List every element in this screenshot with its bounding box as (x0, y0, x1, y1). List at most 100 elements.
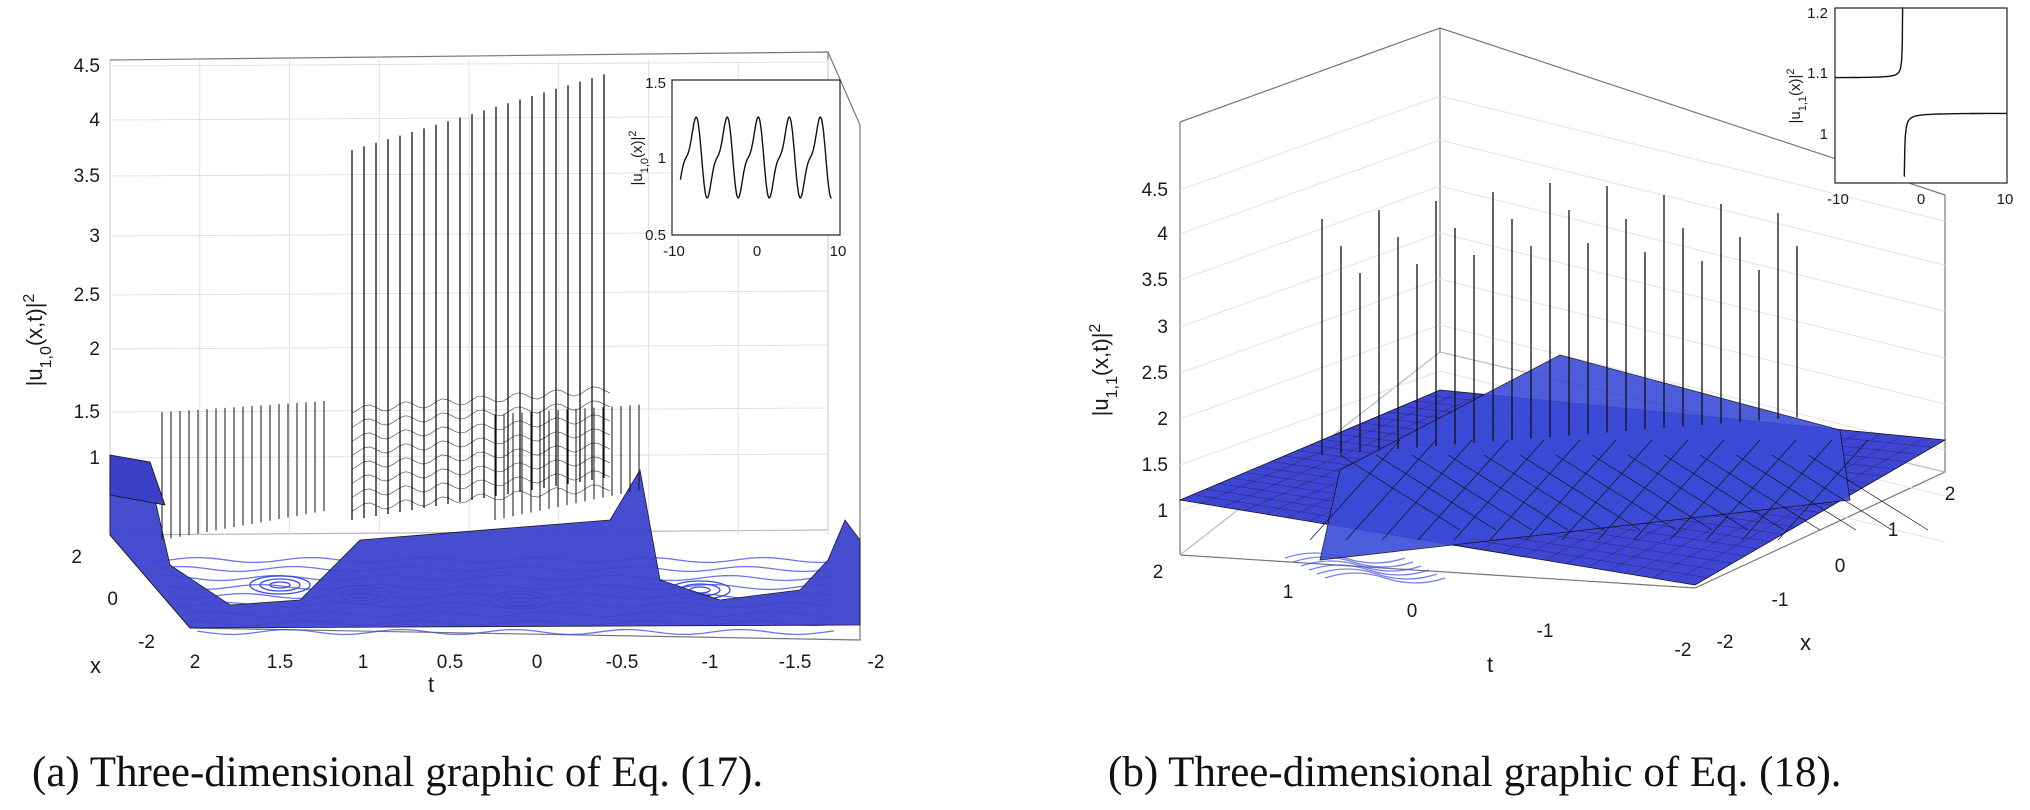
a-z-tick-2.5: 2.5 (74, 285, 100, 306)
b-x-tick-0: 0 (1835, 556, 1846, 577)
b-z-tick-3.5: 3.5 (1142, 270, 1168, 291)
a-z-tick-1: 1 (89, 448, 100, 469)
panel-b-contour-projection (1284, 552, 1446, 584)
b-mesh-line (1673, 437, 1925, 582)
b-z-tick-3: 3 (1157, 317, 1168, 338)
a-mesh-curve (351, 442, 611, 471)
a-z-tick-4: 4 (89, 110, 100, 131)
b-x-tick-neg1: -1 (1772, 590, 1789, 611)
b-inset-curve (1835, 7, 2008, 177)
a-inset-x-tick-neg10: -10 (663, 243, 685, 260)
b-contour-line (1316, 568, 1438, 580)
b-diamond-mesh (1735, 454, 1857, 531)
a-contour-ellipse (269, 581, 291, 589)
b-diamond-mesh (1525, 439, 1617, 541)
b-inset-y-tick-1.1: 1.1 (1807, 65, 1828, 82)
b-inset-line-left (1835, 7, 1904, 79)
panel-b-gridlines (1179, 95, 1946, 543)
b-inset-y-tick-1: 1 (1820, 126, 1828, 143)
b-z-tick-4.5: 4.5 (1142, 180, 1168, 201)
b-inset-x-tick-0: 0 (1917, 191, 1925, 208)
b-t-tick-1: 1 (1283, 582, 1294, 603)
a-mesh-curve (351, 484, 611, 513)
b-diamond-mesh (1453, 439, 1545, 541)
b-diamond-mesh (1483, 454, 1605, 531)
b-t-tick-2: 2 (1153, 562, 1164, 583)
a-mesh-curve (351, 456, 611, 485)
b-contour-line (1292, 556, 1414, 568)
b-diamond-mesh (1771, 454, 1893, 531)
b-z-tick-2: 2 (1157, 409, 1168, 430)
panel-a: 1 1.5 2 2.5 3 3.5 4 4.5 |u1,0(x,t)|2 2 0… (21, 51, 885, 697)
a-inset-line (679, 116, 832, 199)
b-diamond-mesh (1699, 454, 1821, 531)
b-grid-line (1439, 95, 1946, 222)
a-z-axis-label: |u1,0(x,t)|2 (21, 294, 55, 387)
b-diamond-mesh (1633, 439, 1725, 541)
b-z-tick-1.5: 1.5 (1142, 455, 1168, 476)
a-mesh-curve (351, 414, 611, 443)
b-diamond-mesh (1417, 439, 1509, 541)
b-diamond-mesh (1669, 439, 1761, 541)
a-inset-y-tick-1: 1 (658, 150, 666, 167)
a-inset: 1.5 1 0.5 -10 0 10 |u1,0(x)|2 (627, 75, 846, 260)
a-mesh-curve (351, 400, 611, 429)
b-inset: 1.2 1.1 1 -10 0 10 |u1,1(x)|2 (1785, 5, 2013, 208)
b-diamond-mesh (1411, 454, 1533, 531)
b-grid-line (1439, 185, 1946, 312)
b-contour-line (1300, 560, 1422, 572)
b-inset-y-tick-1.2: 1.2 (1807, 5, 1828, 22)
a-t-tick-neg2: -2 (868, 652, 885, 673)
a-z-tick-4.5: 4.5 (74, 56, 100, 77)
b-z-tick-1: 1 (1157, 501, 1168, 522)
b-x-axis-label: x (1800, 630, 1811, 655)
b-inset-frame (1834, 7, 2008, 184)
b-t-tick-neg1: -1 (1537, 621, 1554, 642)
b-diamond-mesh (1807, 454, 1929, 531)
a-x-tick-2: 2 (71, 547, 82, 568)
b-diamond-mesh (1741, 439, 1833, 541)
b-grid-line (1179, 139, 1441, 235)
a-x-tick-neg2: -2 (138, 632, 155, 653)
b-grid-line (1439, 324, 1946, 451)
b-diamond-mesh (1777, 439, 1869, 541)
b-diamond-mesh (1705, 439, 1797, 541)
b-t-tick-neg2: -2 (1675, 640, 1692, 661)
b-z-axis-label: |u1,1(x,t)|2 (1087, 324, 1121, 417)
b-diamond-mesh (1627, 454, 1749, 531)
b-grid-line (1439, 278, 1946, 405)
a-inset-y-tick-1.5: 1.5 (645, 75, 666, 92)
a-z-tick-3.5: 3.5 (74, 166, 100, 187)
b-contour-line (1324, 572, 1446, 584)
b-inset-y-label: |u1,1(x)|2 (1785, 68, 1809, 123)
caption-b: (b) Three-dimensional graphic of Eq. (18… (1108, 749, 1842, 796)
a-inset-x-tick-0: 0 (753, 243, 761, 260)
a-t-tick-0: 0 (532, 652, 543, 673)
b-diamond-mesh (1663, 454, 1785, 531)
a-t-tick-neg1: -1 (702, 652, 719, 673)
a-t-tick-neg1.5: -1.5 (779, 652, 812, 673)
a-z-tick-1.5: 1.5 (74, 402, 100, 423)
b-diamond-mesh (1339, 454, 1461, 531)
a-mesh-curve (351, 470, 611, 499)
caption-a: (a) Three-dimensional graphic of Eq. (17… (32, 749, 764, 796)
b-diamond-mesh (1375, 454, 1497, 531)
b-diamond-mesh (1309, 439, 1401, 541)
a-t-tick-0.5: 0.5 (437, 652, 463, 673)
a-t-tick-1: 1 (358, 652, 369, 673)
b-grid-line (1179, 95, 1441, 191)
b-z-tick-2.5: 2.5 (1142, 363, 1168, 384)
b-x-tick-2: 2 (1945, 484, 1956, 505)
b-diamond-mesh (1555, 454, 1677, 531)
a-mesh-curve (351, 428, 611, 457)
panel-b: 1 1.5 2 2.5 3 3.5 4 4.5 |u1,1(x,t)|2 2 1… (1087, 5, 2014, 677)
b-contour-line (1308, 564, 1430, 576)
a-x-axis-label: x (90, 653, 101, 678)
a-left-edge-surface (109, 454, 166, 506)
a-z-tick-2: 2 (89, 339, 100, 360)
b-inset-x-tick-neg10: -10 (1827, 191, 1849, 208)
b-t-tick-0: 0 (1407, 601, 1418, 622)
b-inset-line-right (1903, 112, 2008, 177)
a-contour-line (197, 628, 835, 636)
